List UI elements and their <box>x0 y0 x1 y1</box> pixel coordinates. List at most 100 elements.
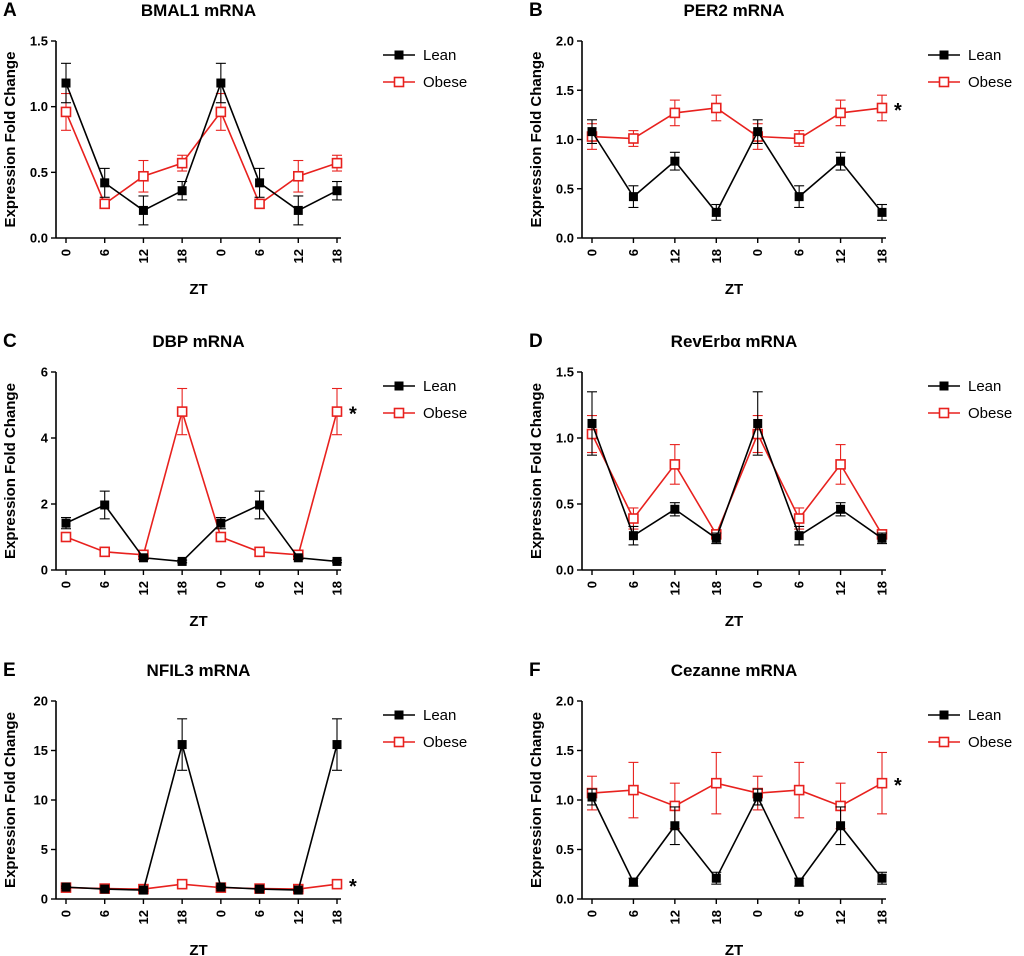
data-point <box>61 882 71 892</box>
series-line <box>591 107 883 140</box>
x-tick-label: 18 <box>175 910 190 924</box>
chart-title: PER2 mRNA <box>683 1 784 20</box>
panel-A: A BMAL1 mRNA Expression Fold Change 0.0 0.5 1… <box>2 0 467 298</box>
data-point <box>753 792 763 802</box>
panel-letter: C <box>3 331 17 352</box>
x-tick-label: 18 <box>330 910 345 924</box>
y-tick-label: 1.5 <box>556 365 574 380</box>
data-point <box>293 885 303 895</box>
data-point <box>793 784 805 796</box>
data-point <box>332 186 342 196</box>
data-point <box>176 878 188 890</box>
data-point <box>216 882 226 892</box>
x-tick-label: 0 <box>213 910 228 917</box>
chart-title: DBP mRNA <box>152 332 244 351</box>
chart-title: BMAL1 mRNA <box>141 1 256 20</box>
y-tick-label: 0.5 <box>556 842 574 857</box>
data-point <box>876 777 888 789</box>
data-point <box>628 513 639 524</box>
legend-marker <box>939 381 949 391</box>
y-tick-label: 0.5 <box>556 497 574 512</box>
data-point <box>753 127 763 137</box>
legend-label: Obese <box>423 734 467 751</box>
x-tick-label: 0 <box>59 581 74 588</box>
y-axis-label: Expression Fold Change <box>2 712 19 888</box>
data-point <box>877 533 887 543</box>
y-tick-label: 0.5 <box>30 165 48 180</box>
data-point <box>587 418 597 428</box>
y-axis-label: Expression Fold Change <box>528 52 545 228</box>
series-lean <box>61 490 342 566</box>
legend-marker <box>938 736 950 748</box>
x-tick-label: 18 <box>875 249 890 263</box>
x-tick-label: 0 <box>213 581 228 588</box>
panel-B: B PER2 mRNA Expression Fold Change 0.0 0.5 1.… <box>528 0 1012 298</box>
data-point <box>587 792 597 802</box>
data-point <box>138 170 149 182</box>
legend-item-obese: Obese <box>383 734 467 751</box>
data-point <box>836 156 846 166</box>
data-point <box>710 777 722 789</box>
data-point <box>794 192 804 202</box>
series-lean <box>587 119 887 221</box>
data-point <box>794 531 804 541</box>
legend-marker <box>393 76 405 88</box>
x-tick-label: 0 <box>750 910 765 917</box>
x-tick-label: 0 <box>750 581 765 588</box>
legend-item-lean: Lean <box>383 47 456 64</box>
data-point <box>177 186 187 196</box>
data-point <box>254 198 265 210</box>
legend-item-lean: Lean <box>928 47 1001 64</box>
y-tick-label: 0.0 <box>556 563 574 578</box>
data-point <box>293 205 303 215</box>
y-tick-label: 1.5 <box>30 34 48 49</box>
x-tick-label: 6 <box>792 249 807 256</box>
x-tick-label: 12 <box>833 910 848 924</box>
x-tick-label: 18 <box>330 249 345 263</box>
x-tick-label: 18 <box>709 910 724 924</box>
legend-marker <box>393 407 405 419</box>
x-tick-label: 12 <box>291 910 306 924</box>
y-tick-label: 0.0 <box>556 892 574 907</box>
data-point <box>628 784 639 796</box>
legend-label: Obese <box>968 405 1012 422</box>
data-point <box>628 133 639 144</box>
data-point <box>216 518 226 528</box>
x-tick-label: 6 <box>97 249 112 256</box>
data-point <box>60 531 72 543</box>
data-point <box>670 504 680 514</box>
x-tick-label: 12 <box>833 249 848 263</box>
data-point <box>331 157 343 169</box>
x-axis-label: ZT <box>189 281 207 298</box>
data-point <box>254 546 265 558</box>
panel-letter: B <box>529 0 543 21</box>
series-obese <box>60 387 343 561</box>
series-line <box>591 795 883 884</box>
data-point <box>753 418 763 428</box>
y-tick-label: 15 <box>34 743 48 758</box>
data-point <box>138 553 148 563</box>
legend-item-lean: Lean <box>383 378 456 395</box>
y-tick-label: 0.5 <box>556 181 574 196</box>
x-tick-label: 6 <box>792 581 807 588</box>
data-point <box>876 102 888 114</box>
data-point <box>216 78 226 88</box>
series-line <box>591 130 883 214</box>
y-tick-label: 6 <box>41 365 48 380</box>
series-line <box>591 421 883 540</box>
legend-marker <box>394 710 404 720</box>
panel-letter: A <box>3 0 17 21</box>
series-line <box>65 503 338 563</box>
series-line <box>65 80 338 212</box>
data-point <box>711 873 721 883</box>
data-point <box>835 107 846 119</box>
legend-label: Lean <box>968 47 1001 64</box>
data-point <box>669 459 681 470</box>
series-obese <box>60 92 343 210</box>
legend-label: Lean <box>968 378 1001 395</box>
x-tick-label: 0 <box>585 249 600 256</box>
y-tick-label: 2 <box>41 497 48 512</box>
panel-letter: E <box>3 660 16 681</box>
series-lean <box>587 788 887 887</box>
data-point <box>710 102 722 114</box>
